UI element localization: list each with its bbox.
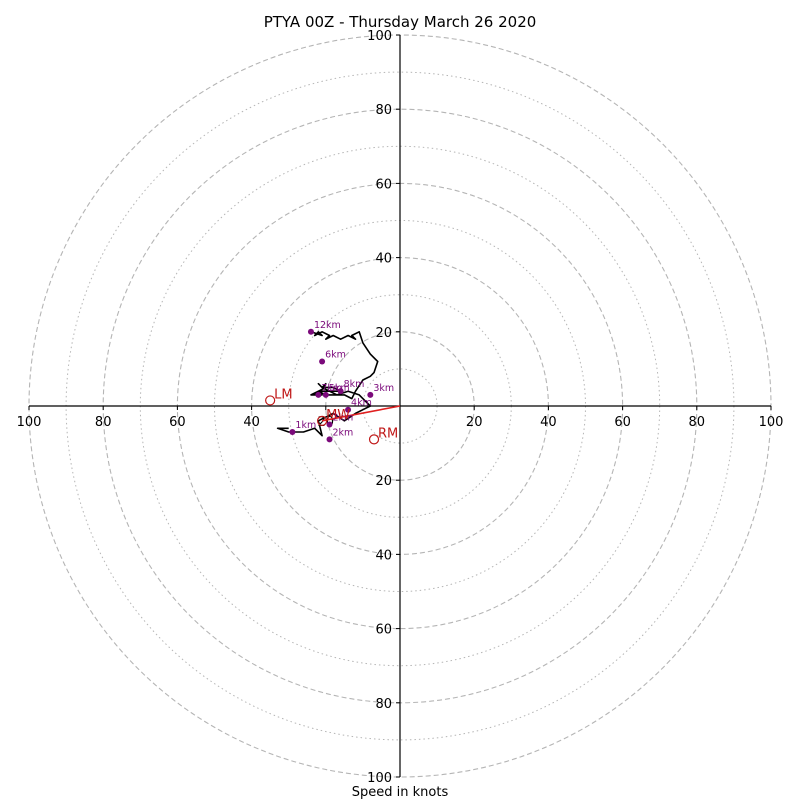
hodograph-trace (276, 330, 401, 437)
storm-motion-label: MW (326, 408, 350, 423)
storm-motion-label: RM (378, 426, 398, 441)
y-tick-label-top: 60 (375, 177, 392, 192)
height-marker-label: 2km (333, 427, 354, 438)
height-marker-dot (307, 328, 314, 335)
height-marker-dot (337, 388, 344, 395)
height-marker-label: 2km (333, 413, 354, 424)
height-marker-label: 7km (321, 383, 342, 394)
x-tick-label-left: 80 (95, 415, 112, 430)
height-marker-label: 12km (314, 320, 341, 331)
height-marker-label: 1km (295, 420, 316, 431)
height-marker-dot (345, 406, 352, 413)
x-axis-label: Speed in knots (352, 785, 449, 800)
x-tick-label-left: 60 (169, 415, 186, 430)
storm-motion-marker (368, 434, 380, 445)
y-tick-label-top: 100 (367, 29, 392, 44)
height-marker-dot (326, 436, 333, 443)
height-marker-dot (315, 391, 322, 398)
height-marker-dot (322, 391, 329, 398)
height-marker-dot (367, 391, 374, 398)
x-tick-label-right: 20 (466, 415, 483, 430)
height-marker-label: 6km (325, 349, 346, 360)
y-tick-label-top: 20 (375, 326, 392, 341)
y-tick-label-bottom: 60 (375, 623, 392, 638)
height-marker-label: 5km (329, 383, 350, 394)
y-tick-label-top: 40 (375, 252, 392, 267)
storm-motion-marker (265, 395, 276, 406)
storm-motion-markers: LM RM MW (265, 387, 398, 445)
height-marker-label: 3km (373, 383, 394, 394)
x-tick-label-right: 40 (540, 415, 557, 430)
y-tick-label-top: 80 (375, 103, 392, 118)
height-marker-dot (319, 358, 326, 365)
storm-motion-marker (316, 415, 328, 426)
height-marker-dot (289, 428, 296, 435)
y-tick-label-bottom: 40 (375, 548, 392, 563)
chart-title: PTYA 00Z - Thursday March 26 2020 (264, 13, 537, 31)
x-tick-label-right: 80 (689, 415, 706, 430)
height-marker-label: 4km (351, 398, 372, 409)
x-tick-label-left: 40 (243, 415, 260, 430)
x-tick-label-right: 60 (614, 415, 631, 430)
shear-vector-line (321, 405, 401, 422)
x-tick-label-left: 100 (17, 415, 42, 430)
tick-labels: 2020202040404040606060608080808010010010… (17, 29, 784, 786)
height-marker-dot (326, 421, 333, 428)
storm-motion-label: LM (274, 387, 292, 402)
x-tick-label-right: 100 (759, 415, 784, 430)
hodograph-line (276, 330, 379, 437)
height-marker-label: 8km (344, 379, 365, 390)
y-tick-label-bottom: 20 (375, 474, 392, 489)
y-tick-label-bottom: 100 (367, 771, 392, 786)
y-tick-label-bottom: 80 (375, 697, 392, 712)
